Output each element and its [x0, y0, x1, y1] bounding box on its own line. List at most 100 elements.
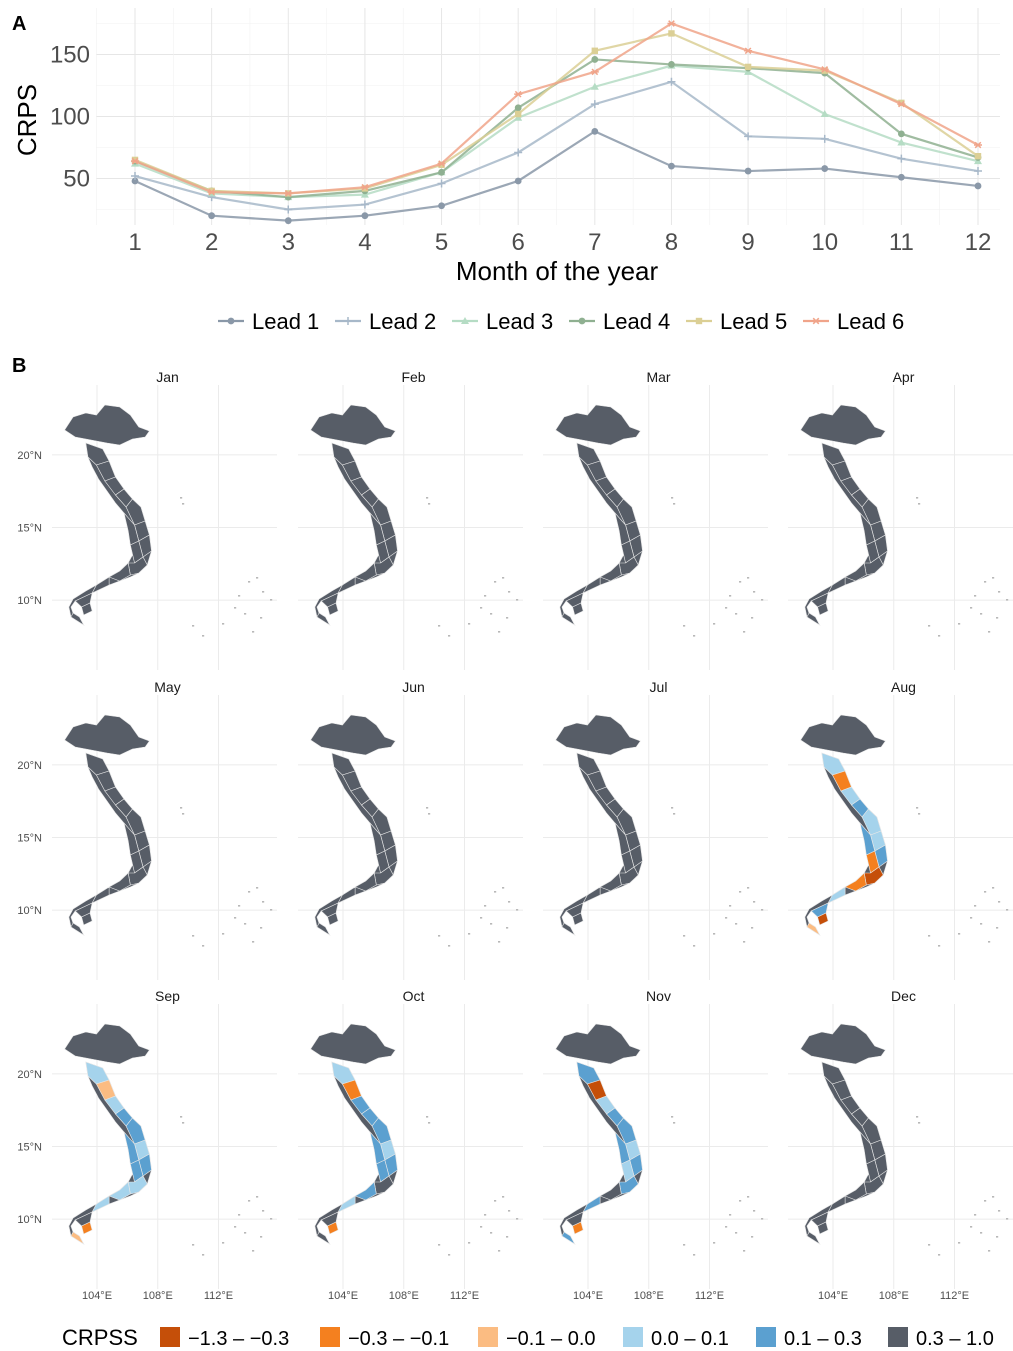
crpss-legend-swatch — [888, 1327, 908, 1347]
data-point — [744, 63, 752, 71]
data-point — [590, 68, 599, 76]
island — [996, 617, 999, 619]
crpss-legend-label: −0.3 – −0.1 — [348, 1328, 449, 1350]
province-s3 — [827, 886, 846, 904]
island — [683, 1244, 686, 1246]
island — [1006, 1218, 1009, 1220]
island — [502, 887, 505, 889]
island — [202, 945, 205, 947]
latitude-label: 20°N — [17, 450, 42, 462]
facet-title: Nov — [646, 988, 671, 1004]
series-line — [134, 80, 979, 211]
island — [438, 1244, 441, 1246]
island — [996, 927, 999, 929]
island — [508, 901, 511, 903]
legend-item: Lead 3 — [452, 309, 553, 334]
crpss-legend-item: 0.1 – 0.3 — [756, 1327, 862, 1350]
island — [673, 503, 676, 505]
island — [498, 631, 501, 633]
longitude-label: 108°E — [634, 1290, 664, 1302]
data-point — [131, 156, 139, 164]
data-point — [667, 77, 676, 86]
longitude-label: 112°E — [204, 1290, 233, 1302]
vietnam-map — [64, 1023, 152, 1245]
y-tick-label: 100 — [50, 104, 90, 131]
island — [713, 623, 716, 625]
x-tick-label: 7 — [588, 229, 601, 256]
island — [743, 631, 746, 633]
latitude-label: 10°N — [17, 905, 42, 917]
island — [970, 1226, 973, 1228]
island — [468, 623, 471, 625]
province-s3 — [827, 576, 846, 594]
data-point — [897, 154, 906, 163]
data-point — [974, 167, 982, 176]
longitude-label: 104°E — [82, 1290, 112, 1302]
island — [735, 923, 738, 925]
province-s6 — [327, 912, 339, 926]
island — [683, 625, 686, 627]
data-point — [897, 173, 905, 181]
island — [725, 1226, 728, 1228]
x-tick-label: 2 — [205, 229, 218, 256]
island — [502, 577, 505, 579]
crpss-legend-label: −1.3 – −0.3 — [188, 1328, 289, 1350]
province-region-north — [64, 1023, 150, 1065]
island — [270, 909, 273, 911]
island — [1006, 909, 1009, 911]
province-c3 — [616, 808, 637, 836]
province-c3 — [861, 808, 882, 836]
island — [490, 923, 493, 925]
island — [468, 1242, 471, 1244]
island — [494, 891, 497, 893]
island — [468, 933, 471, 935]
vietnam-map — [555, 714, 643, 936]
province-s3 — [582, 1195, 601, 1213]
island — [426, 807, 429, 809]
province-s3 — [91, 886, 110, 904]
crpss-legend-swatch — [320, 1327, 340, 1347]
vietnam-map — [310, 714, 398, 936]
longitude-label: 108°E — [389, 1290, 419, 1302]
island — [234, 607, 237, 609]
island — [248, 581, 251, 583]
latitude-label: 10°N — [17, 595, 42, 607]
island — [516, 909, 519, 911]
province-region-north — [800, 714, 886, 756]
province-s4 — [320, 1211, 339, 1227]
island — [244, 613, 247, 615]
province-region-north — [64, 714, 150, 756]
legend-label: Lead 4 — [603, 309, 670, 334]
island — [988, 941, 991, 943]
facet-dec: Dec 104°E 108°E 112°E — [788, 988, 1013, 1302]
island — [693, 1254, 696, 1256]
island — [739, 581, 742, 583]
data-point — [820, 66, 829, 73]
island — [484, 905, 487, 907]
island — [260, 617, 263, 619]
island — [992, 887, 995, 889]
x-tick-label: 10 — [811, 229, 838, 256]
island — [192, 935, 195, 937]
crpss-legend-label: 0.0 – 0.1 — [651, 1328, 729, 1350]
island — [202, 1254, 205, 1256]
facet-feb: Feb — [298, 369, 523, 670]
island — [958, 623, 961, 625]
data-point — [668, 162, 675, 170]
province-c3 — [616, 498, 637, 526]
island — [996, 1236, 999, 1238]
island — [480, 607, 483, 609]
province-s3 — [337, 576, 356, 594]
province-region-north — [555, 714, 641, 756]
island — [502, 1196, 505, 1198]
island — [751, 617, 754, 619]
province-s5 — [806, 612, 821, 626]
x-tick-label: 8 — [665, 229, 678, 256]
legend-label: Lead 5 — [720, 309, 787, 334]
island — [751, 1236, 754, 1238]
panel-a-label: A — [12, 13, 26, 35]
island — [980, 1232, 983, 1234]
province-s4 — [74, 592, 93, 608]
province-s5 — [70, 1231, 85, 1245]
data-point — [897, 100, 906, 108]
